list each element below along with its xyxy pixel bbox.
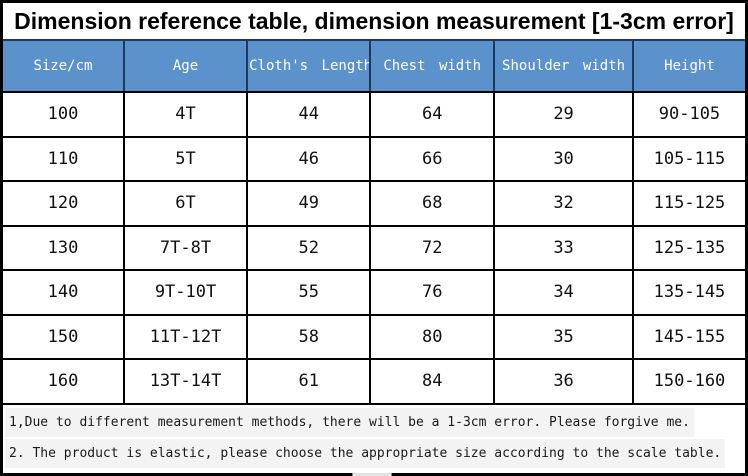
table-cell: 49 <box>246 180 372 227</box>
column-header-height: Height <box>631 39 745 93</box>
table-cell: 34 <box>493 269 634 316</box>
page-title: Dimension reference table, dimension mea… <box>14 7 734 34</box>
table-cell: 140 <box>3 269 125 316</box>
size-reference-table: Size/cm Age Cloth's Length Chest width S… <box>3 39 745 405</box>
table-cell: 13T-14T <box>122 358 249 405</box>
table-cell: 80 <box>369 313 496 360</box>
table-cell: 35 <box>493 313 634 360</box>
table-cell: 145-155 <box>631 313 745 360</box>
table-cell: 9T-10T <box>122 269 249 316</box>
table-cell: 52 <box>246 224 372 271</box>
table-cell: 105-115 <box>631 135 745 182</box>
title-bar: Dimension reference table, dimension mea… <box>3 3 745 39</box>
table-row-size-140: 140 9T-10T 55 76 34 135-145 <box>3 269 745 316</box>
table-cell: 44 <box>246 91 372 138</box>
table-cell: 100 <box>3 91 125 138</box>
table-cell: 5T <box>122 135 249 182</box>
table-cell: 76 <box>369 269 496 316</box>
column-header-cloths-length: Cloth's Length <box>246 39 371 93</box>
table-row-size-130: 130 7T-8T 52 72 33 125-135 <box>3 224 745 271</box>
table-cell: 55 <box>246 269 372 316</box>
table-cell: 125-135 <box>631 224 745 271</box>
table-cell: 36 <box>493 358 634 405</box>
table-row-size-110: 110 5T 46 66 30 105-115 <box>3 135 745 182</box>
column-header-shoulder-width: Shoulder width <box>493 39 633 93</box>
table-cell: 135-145 <box>631 269 745 316</box>
table-cell: 61 <box>246 358 372 405</box>
table-cell: 150 <box>3 313 125 360</box>
table-row-size-100: 100 4T 44 64 29 90-105 <box>3 91 745 138</box>
table-row-size-160: 160 13T-14T 61 84 36 150-160 <box>3 358 745 405</box>
table-cell: 11T-12T <box>122 313 249 360</box>
table-cell: 130 <box>3 224 125 271</box>
table-cell: 7T-8T <box>122 224 249 271</box>
table-cell: 72 <box>369 224 496 271</box>
table-cell: 6T <box>122 180 249 227</box>
table-cell: 160 <box>3 358 125 405</box>
table-cell: 110 <box>3 135 125 182</box>
note-elastic-sizing: 2. The product is elastic, please choose… <box>5 439 726 469</box>
table-cell: 150-160 <box>631 358 745 405</box>
column-header-size-cm: Size/cm <box>3 39 124 93</box>
table-cell: 66 <box>369 135 496 182</box>
table-cell: 33 <box>493 224 634 271</box>
table-cell: 46 <box>246 135 372 182</box>
header-row: Size/cm Age Cloth's Length Chest width S… <box>3 39 745 93</box>
table-cell: 32 <box>493 180 634 227</box>
table-cell: 64 <box>369 91 496 138</box>
table-cell: 29 <box>493 91 634 138</box>
table-cell: 115-125 <box>631 180 745 227</box>
table-cell: 68 <box>369 180 496 227</box>
table-row-size-150: 150 11T-12T 58 80 35 145-155 <box>3 313 745 360</box>
table-row-size-120: 120 6T 49 68 32 115-125 <box>3 180 745 227</box>
table-cell: 4T <box>122 91 249 138</box>
cutoff-cell-fragment <box>352 473 392 476</box>
column-header-chest-width: Chest width <box>369 39 495 93</box>
column-header-age: Age <box>122 39 248 93</box>
table-cell: 84 <box>369 358 496 405</box>
table-cell: 58 <box>246 313 372 360</box>
notes-section: 1,Due to different measurement methods, … <box>3 404 745 473</box>
table-cell: 30 <box>493 135 634 182</box>
table-cell: 120 <box>3 180 125 227</box>
table-cell: 90-105 <box>631 91 745 138</box>
note-measurement-error: 1,Due to different measurement methods, … <box>5 408 694 438</box>
